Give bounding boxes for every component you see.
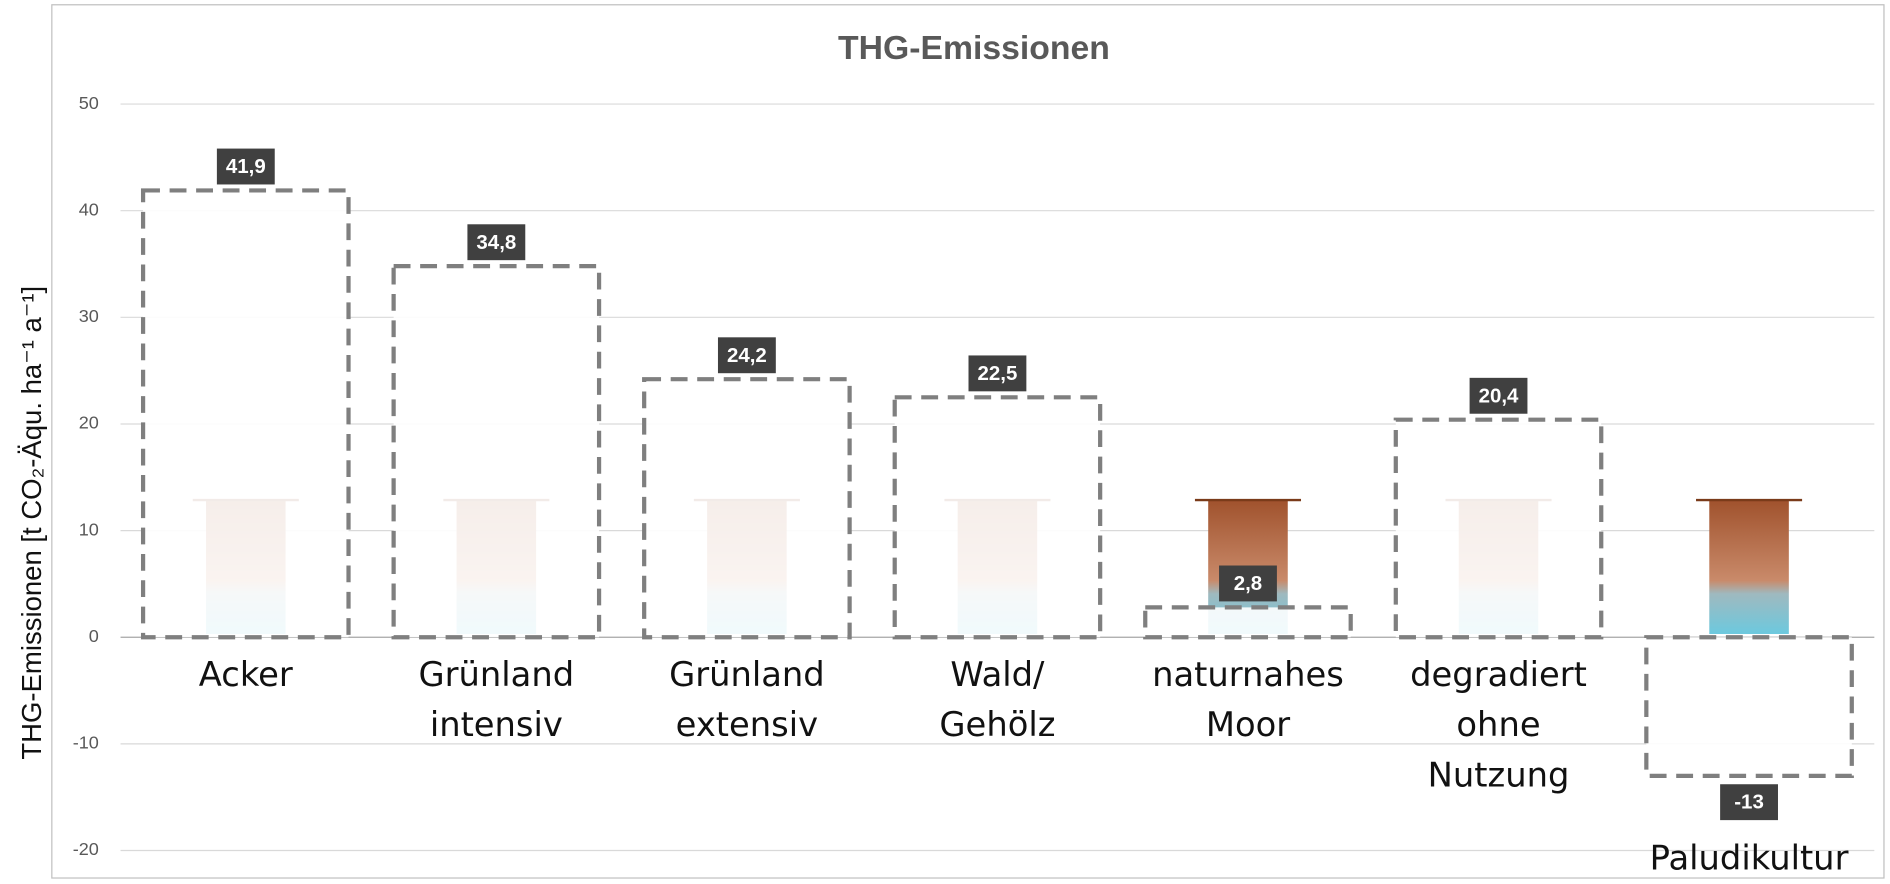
y-tick-label: -20 xyxy=(73,839,99,859)
y-tick-label: 50 xyxy=(79,93,99,113)
y-tick-label: 30 xyxy=(79,306,99,326)
value-label: 20,4 xyxy=(1479,385,1520,407)
x-tick-label: Grünland intensiv xyxy=(419,654,575,743)
x-tick-label: Wald/Gehölz xyxy=(939,654,1055,743)
x-tick-label: Acker xyxy=(199,654,293,693)
chart-title: THG-Emissionen xyxy=(838,30,1110,67)
x-tick-label: naturnahes Moor xyxy=(1152,654,1344,743)
value-label-box xyxy=(1720,784,1778,821)
value-label: 2,8 xyxy=(1234,573,1262,595)
x-tick-label: degradiert ohne Nutzung xyxy=(1410,654,1587,793)
value-label-box xyxy=(1219,565,1277,602)
bar xyxy=(1393,417,1604,640)
y-tick-label: 40 xyxy=(79,199,99,219)
value-label-box xyxy=(216,148,275,185)
x-tick-label: Grünland extensiv xyxy=(669,654,825,743)
value-label-box xyxy=(1469,377,1528,414)
bar xyxy=(391,264,602,640)
value-label: 41,9 xyxy=(226,156,266,178)
value-label-box xyxy=(467,224,526,261)
bar xyxy=(1644,635,1854,778)
value-label-box xyxy=(968,355,1027,392)
y-tick-label: -10 xyxy=(73,733,99,753)
value-label: 34,8 xyxy=(476,232,516,254)
bar xyxy=(642,377,852,640)
bar xyxy=(1143,605,1353,640)
bar xyxy=(892,395,1103,640)
soil-illustration xyxy=(1709,500,1789,634)
y-tick-label: 20 xyxy=(79,413,99,433)
x-tick-label: Paludikultur xyxy=(1650,838,1849,877)
bar xyxy=(140,188,351,640)
value-label: 24,2 xyxy=(727,345,767,367)
y-axis-label: THG-Emissionen [t CO₂-Äqu. ha⁻¹ a⁻¹] xyxy=(16,286,47,760)
y-tick-label: 0 xyxy=(89,626,99,646)
y-tick-label: 10 xyxy=(79,519,99,539)
value-label: 22,5 xyxy=(977,363,1017,385)
value-label-box xyxy=(717,337,776,374)
value-label: -13 xyxy=(1734,792,1764,814)
